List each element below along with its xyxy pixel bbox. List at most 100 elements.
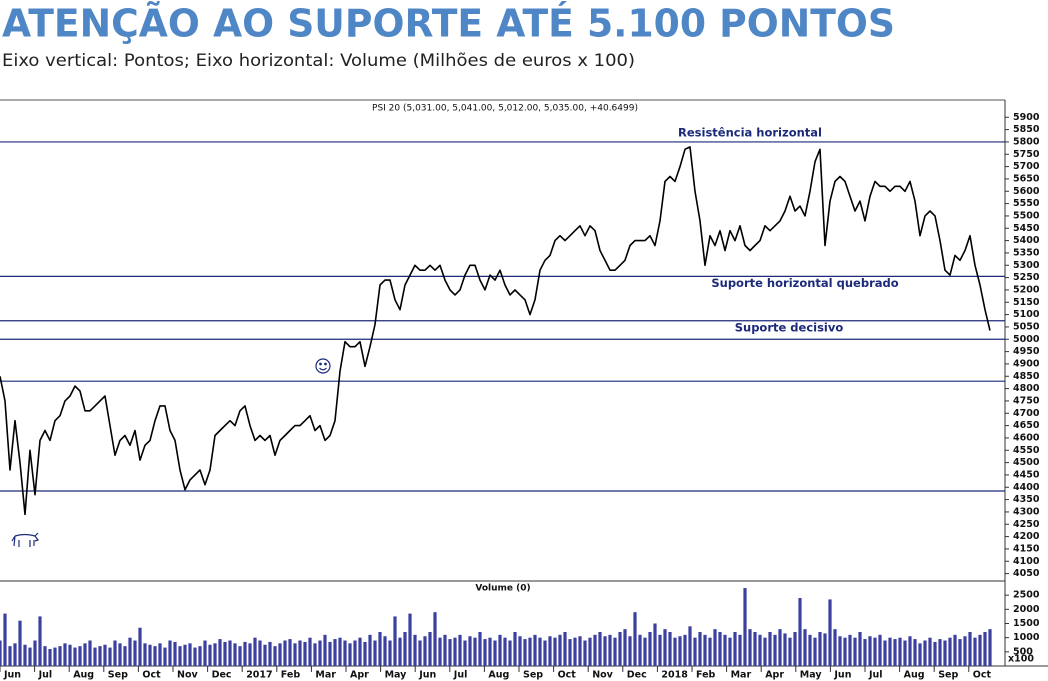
y-tick-label: 5650 xyxy=(1013,173,1040,184)
volume-bar xyxy=(723,634,727,666)
volume-bar xyxy=(418,640,422,666)
y-tick-label: 5150 xyxy=(1013,297,1040,308)
volume-bar xyxy=(958,639,962,666)
volume-bar xyxy=(198,646,202,666)
volume-bar xyxy=(328,641,332,666)
x-tick-label: Jul xyxy=(453,670,468,681)
volume-bar xyxy=(358,637,362,666)
volume-bar xyxy=(468,636,472,666)
x-tick-label: Sep xyxy=(108,670,128,681)
volume-bar xyxy=(833,629,837,666)
volume-bar xyxy=(698,632,702,666)
volume-bar xyxy=(748,629,752,666)
volume-bar xyxy=(238,646,242,666)
volume-bar xyxy=(738,634,742,666)
volume-bar xyxy=(0,640,2,666)
volume-bar xyxy=(808,634,812,666)
x-tick-label: Mar xyxy=(731,670,752,681)
volume-bar xyxy=(978,634,982,666)
y-tick-label: 4400 xyxy=(1013,482,1040,493)
y-tick-label: 4750 xyxy=(1013,395,1040,406)
volume-bar xyxy=(253,637,257,666)
volume-bar xyxy=(38,616,42,666)
x-tick-label: 2018 xyxy=(661,670,688,681)
volume-bar xyxy=(113,640,117,666)
volume-bar xyxy=(248,643,252,666)
x-tick-label: Jul xyxy=(868,670,883,681)
volume-bar xyxy=(548,636,552,666)
volume-bar xyxy=(318,640,322,666)
y-tick-label: 5450 xyxy=(1013,223,1040,234)
x-tick-label: Dec xyxy=(212,670,232,681)
volume-bar xyxy=(773,634,777,666)
y-tick-label: 500 xyxy=(1013,646,1033,657)
volume-bar xyxy=(73,647,77,666)
volume-bar xyxy=(63,643,67,666)
x-tick-label: Apr xyxy=(765,670,784,681)
x-tick-label: Dec xyxy=(627,670,647,681)
volume-bar xyxy=(813,637,817,666)
volume-bar xyxy=(53,647,57,666)
volume-bar xyxy=(288,639,292,666)
volume-bar xyxy=(148,644,152,666)
volume-bar xyxy=(898,637,902,666)
volume-bar xyxy=(913,639,917,666)
headline: ATENÇÃO AO SUPORTE ATÉ 5.100 PONTOS xyxy=(2,2,895,46)
volume-bar xyxy=(118,643,122,666)
volume-bar xyxy=(643,637,647,666)
y-tick-label: 4150 xyxy=(1013,543,1040,554)
volume-bar xyxy=(713,629,717,666)
volume-bar xyxy=(803,629,807,666)
smiley-icon xyxy=(315,358,331,374)
y-tick-label: 4550 xyxy=(1013,445,1040,456)
volume-bar xyxy=(423,636,427,666)
volume-bar xyxy=(533,634,537,666)
annotation: Resistência horizontal xyxy=(678,125,822,139)
volume-bar xyxy=(388,640,392,666)
volume-bar xyxy=(838,636,842,666)
volume-bar xyxy=(763,637,767,666)
volume-bar xyxy=(313,643,317,666)
unit-label: x100 xyxy=(1008,654,1034,665)
y-tick-label: 5250 xyxy=(1013,272,1040,283)
x-tick-label: Apr xyxy=(350,670,369,681)
volume-bar xyxy=(383,636,387,666)
volume-bar xyxy=(293,643,297,666)
volume-bar xyxy=(413,634,417,666)
volume-bar xyxy=(503,637,507,666)
volume-bar xyxy=(593,634,597,666)
volume-bar xyxy=(663,629,667,666)
x-tick-label: Jun xyxy=(3,670,21,681)
x-tick-label: 2017 xyxy=(246,670,272,681)
volume-bar xyxy=(683,634,687,666)
volume-bar xyxy=(688,626,692,666)
volume-bar xyxy=(843,637,847,666)
volume-bar xyxy=(208,644,212,666)
volume-bar xyxy=(188,643,192,666)
x-tick-label: Nov xyxy=(592,670,613,681)
x-tick-label: Aug xyxy=(904,670,925,681)
volume-bar xyxy=(678,636,682,666)
volume-bar xyxy=(453,637,457,666)
y-tick-label: 5900 xyxy=(1013,112,1040,123)
volume-bar xyxy=(168,640,172,666)
volume-bar xyxy=(788,637,792,666)
volume-bar xyxy=(308,637,312,666)
volume-bar xyxy=(888,637,892,666)
volume-bar xyxy=(793,632,797,666)
volume-bar xyxy=(568,639,572,666)
volume-bar xyxy=(218,639,222,666)
volume-bar xyxy=(158,643,162,666)
volume-bar xyxy=(483,639,487,666)
volume-bar xyxy=(203,640,207,666)
volume-bar xyxy=(783,633,787,666)
volume-bar xyxy=(403,632,407,666)
volume-bar xyxy=(558,634,562,666)
volume-bar xyxy=(858,632,862,666)
volume-bar xyxy=(128,637,132,666)
volume-bar xyxy=(648,632,652,666)
y-tick-label: 4650 xyxy=(1013,420,1040,431)
volume-bar xyxy=(263,644,267,666)
volume-bar xyxy=(778,629,782,666)
volume-bar xyxy=(488,637,492,666)
